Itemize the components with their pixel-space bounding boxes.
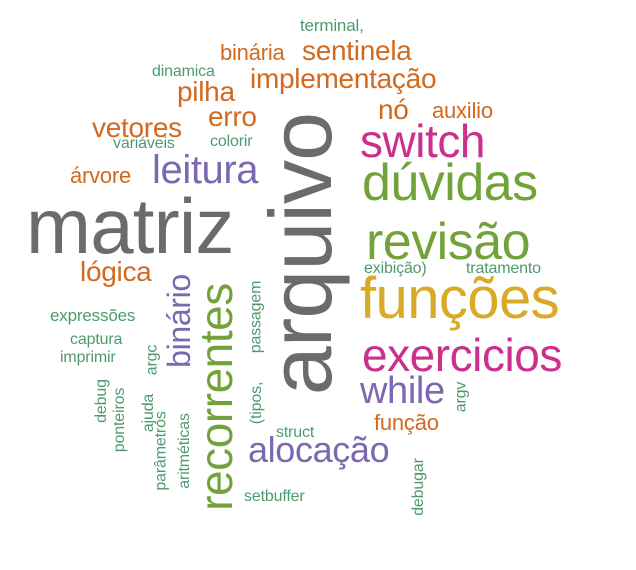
word-setbuffer: setbuffer [244, 488, 305, 505]
word-arquivo: arquivo [251, 112, 351, 396]
word-funcoes: funções [360, 266, 560, 331]
word-binario: binário [160, 274, 197, 368]
word-sentinela: sentinela [302, 35, 412, 66]
word-revisao: revisão [366, 213, 531, 271]
word-leitura: leitura [152, 148, 259, 192]
word-alocacao: alocação [248, 429, 390, 470]
word-debug: debug [92, 379, 110, 423]
word-variaveis: variáveis [113, 135, 175, 152]
word-ponteiros: ponteiros [111, 387, 129, 453]
word-matriz: matriz [26, 182, 234, 270]
word-argc: argc [143, 344, 161, 376]
word-terminal: terminal, [300, 16, 364, 35]
word-exibicao: exibição) [364, 260, 427, 277]
word-aritmeticas: aritméticas [175, 413, 193, 489]
word-imprimir: imprimir [60, 349, 116, 366]
word-auxilio: auxilio [432, 98, 493, 123]
word-colorir: colorir [210, 133, 253, 150]
word-erro: erro [208, 101, 257, 132]
word-logica: lógica [80, 256, 152, 287]
word-pilha: pilha [177, 76, 235, 107]
word-arvore: árvore [70, 163, 132, 188]
word-captura: captura [70, 331, 123, 348]
word-argv: argv [452, 381, 470, 413]
word-tratamento: tratamento [466, 260, 541, 277]
word-dinamica: dinamica [152, 63, 215, 80]
word-debugar: debugar [409, 458, 427, 516]
word-binaria: binária [220, 40, 285, 65]
word-switch: switch [360, 115, 486, 167]
word-struct: struct [276, 424, 315, 441]
word-while: while [360, 370, 445, 412]
word-duvidas: dúvidas [362, 154, 538, 212]
word-parametros: parâmetros [152, 411, 170, 491]
word-funcao: função [374, 410, 439, 435]
word-expressoes: expressões [50, 306, 136, 325]
word-vetores: vetores [92, 112, 182, 143]
word-recorrentes: recorrentes [189, 283, 242, 511]
word-tipos: (tipos, [248, 381, 266, 425]
word-passagem: passagem [247, 280, 265, 354]
word-implementacao: implementação [250, 63, 437, 94]
word-exercicios: exercicios [362, 329, 562, 381]
word-no: nó [378, 94, 409, 125]
